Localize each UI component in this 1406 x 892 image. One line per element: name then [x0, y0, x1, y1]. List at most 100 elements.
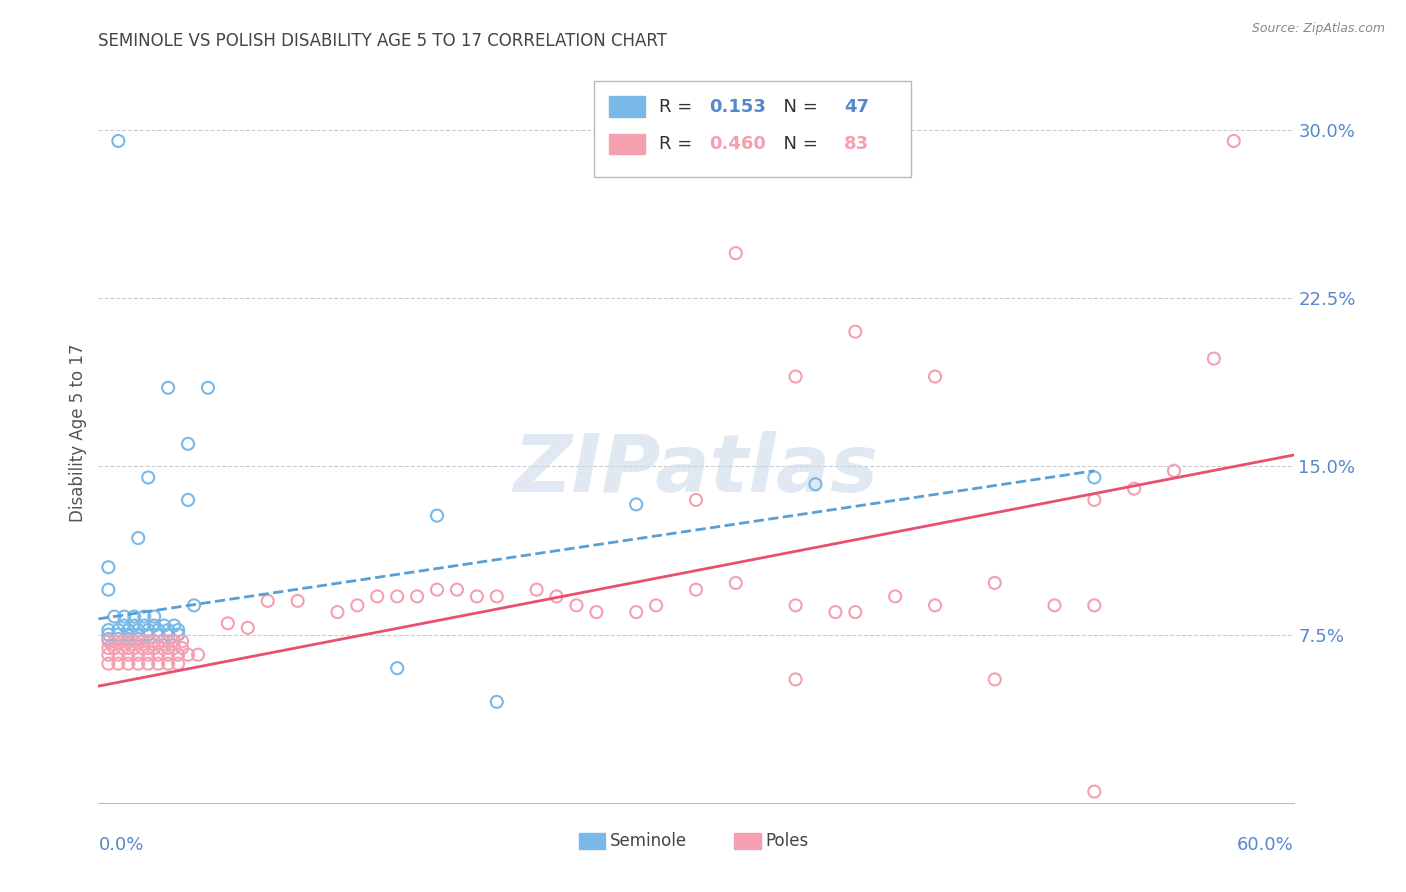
Point — [134, 609, 156, 624]
Point — [426, 582, 449, 597]
Point — [217, 616, 239, 631]
Point — [127, 531, 149, 545]
Point — [177, 437, 200, 451]
Point — [177, 492, 200, 507]
Point — [1083, 784, 1105, 798]
Point — [103, 634, 125, 648]
Point — [685, 582, 707, 597]
Point — [197, 381, 219, 395]
Point — [97, 582, 120, 597]
Point — [326, 605, 349, 619]
Point — [1043, 599, 1066, 613]
Point — [1083, 470, 1105, 484]
Point — [157, 640, 180, 655]
Point — [136, 648, 159, 662]
Point — [148, 657, 170, 671]
Point — [107, 648, 129, 662]
Point — [136, 634, 159, 648]
Point — [924, 369, 946, 384]
Point — [107, 627, 129, 641]
Point — [785, 599, 807, 613]
Point — [724, 246, 747, 260]
Point — [385, 661, 409, 675]
Point — [97, 657, 120, 671]
Point — [148, 627, 170, 641]
Point — [385, 590, 409, 604]
Point — [107, 632, 129, 646]
Point — [143, 609, 166, 624]
Text: 83: 83 — [844, 135, 869, 153]
Point — [526, 582, 548, 597]
Point — [148, 623, 170, 637]
Point — [103, 640, 125, 655]
Point — [157, 627, 180, 641]
Point — [1223, 134, 1246, 148]
Point — [112, 618, 135, 632]
Point — [124, 618, 146, 632]
Point — [117, 632, 139, 646]
Point — [804, 477, 827, 491]
Point — [127, 657, 149, 671]
Point — [97, 632, 120, 646]
Point — [426, 508, 449, 523]
Text: 0.460: 0.460 — [709, 135, 766, 153]
Point — [406, 590, 429, 604]
Point — [167, 648, 190, 662]
Point — [565, 599, 588, 613]
Point — [97, 634, 120, 648]
Point — [346, 599, 368, 613]
Point — [117, 648, 139, 662]
Point — [236, 621, 259, 635]
Text: 60.0%: 60.0% — [1237, 836, 1294, 855]
Point — [1123, 482, 1146, 496]
Point — [117, 640, 139, 655]
Point — [984, 576, 1007, 591]
Point — [143, 640, 166, 655]
Point — [97, 648, 120, 662]
Text: Source: ZipAtlas.com: Source: ZipAtlas.com — [1251, 22, 1385, 36]
Point — [134, 618, 156, 632]
Point — [157, 634, 180, 648]
Point — [485, 695, 508, 709]
Point — [167, 627, 190, 641]
Point — [645, 599, 668, 613]
Point — [112, 609, 135, 624]
Point — [844, 605, 866, 619]
Point — [163, 640, 186, 655]
Point — [465, 590, 488, 604]
Point — [103, 609, 125, 624]
Point — [287, 594, 309, 608]
Point — [446, 582, 468, 597]
Point — [117, 623, 139, 637]
Point — [136, 640, 159, 655]
FancyBboxPatch shape — [595, 81, 911, 178]
Point — [150, 640, 173, 655]
Point — [148, 648, 170, 662]
Point — [844, 325, 866, 339]
Text: Poles: Poles — [765, 832, 808, 850]
Point — [485, 590, 508, 604]
Point — [127, 648, 149, 662]
FancyBboxPatch shape — [734, 833, 761, 849]
Text: 0.0%: 0.0% — [98, 836, 143, 855]
Point — [366, 590, 388, 604]
Point — [824, 605, 846, 619]
Point — [163, 618, 186, 632]
Point — [546, 590, 568, 604]
Point — [172, 640, 194, 655]
Text: R =: R = — [659, 98, 697, 116]
Point — [157, 623, 180, 637]
Point — [984, 673, 1007, 687]
Point — [107, 657, 129, 671]
Point — [785, 673, 807, 687]
Point — [785, 369, 807, 384]
Point — [157, 381, 180, 395]
FancyBboxPatch shape — [609, 96, 644, 117]
Point — [167, 623, 190, 637]
Point — [924, 599, 946, 613]
Text: R =: R = — [659, 135, 697, 153]
Point — [177, 648, 200, 662]
Point — [107, 134, 129, 148]
Point — [111, 640, 134, 655]
Point — [256, 594, 278, 608]
